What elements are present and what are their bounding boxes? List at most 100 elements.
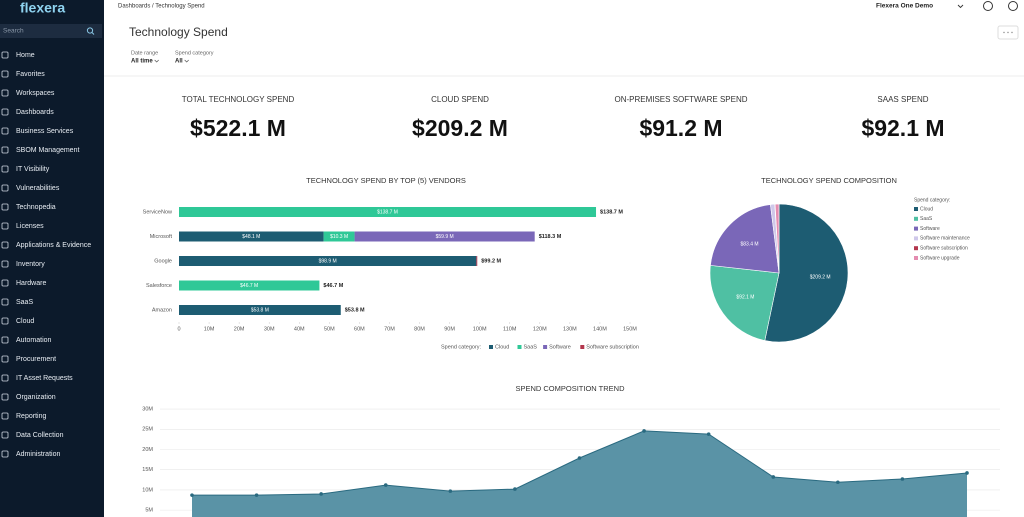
nav-icon [1,393,9,401]
nav-item[interactable]: Favorites [16,71,45,78]
kpi-value: $522.1 M [190,115,286,141]
legend-swatch [489,345,493,349]
category-label: Amazon [152,307,172,313]
x-tick-label: 50M [324,326,335,332]
legend-title: Spend category: [441,344,482,350]
y-tick-label: 30M [142,407,153,413]
dot [1011,31,1013,34]
filter-value[interactable]: All time [131,59,153,65]
nav-item[interactable]: Licenses [16,223,44,230]
nav-item[interactable]: Technopedia [16,204,56,211]
bar-segment [323,231,355,242]
logo[interactable]: flexera [20,0,65,16]
nav-icon [1,108,9,116]
nav-item[interactable]: Home [16,52,35,59]
x-tick-label: 0 [177,326,180,332]
nav-item[interactable]: Cloud [16,318,34,325]
x-tick-label: 60M [354,326,365,332]
legend-swatch [543,345,548,349]
value-label: $59.9 M [436,234,454,240]
legend-entry[interactable]: SaaS [920,216,933,222]
nav-icon [1,412,9,420]
x-tick-label: 120M [533,326,547,332]
value-label: $10.3 M [330,234,348,240]
legend-entry[interactable]: SaaS [524,344,538,350]
nav-icon [1,70,9,78]
legend-entry[interactable]: Cloud [495,344,509,350]
legend-entry[interactable]: Software upgrade [920,255,960,261]
point [577,456,582,460]
nav-item[interactable]: Procurement [16,356,56,363]
total-label: $99.2 M [481,258,501,264]
nav-item[interactable]: Hardware [16,280,46,287]
y-tick-label: 20M [142,447,153,453]
user-icon[interactable] [983,1,993,11]
search-icon[interactable] [86,27,94,34]
bar-segment [179,256,477,266]
nav-icon [1,127,9,135]
legend-swatch [914,246,918,251]
value-label: $46.7 M [240,283,258,289]
point [771,475,776,479]
nav-item[interactable]: Automation [16,337,52,344]
nav-item[interactable]: Dashboards [16,109,54,116]
value-label: $83.4 M [740,241,758,247]
value-label: $48.1 M [242,234,260,240]
nav-item[interactable]: IT Visibility [16,166,50,173]
breadcrumb[interactable]: Dashboards / Technology Spend [118,4,205,10]
nav-item[interactable]: SaaS [16,299,33,306]
pie-slice [774,203,780,274]
point [642,429,646,433]
help-icon[interactable] [1008,1,1018,11]
chart-title: SPEND COMPOSITION TREND [515,384,625,393]
nav-item[interactable]: Reporting [16,413,46,420]
legend-entry[interactable]: Software subscription [920,246,968,252]
legend-entry[interactable]: Software [920,226,940,232]
legend-entry[interactable]: Software [549,344,571,350]
kpi-label: ON-PREMISES SOFTWARE SPEND [614,95,747,104]
x-tick-label: 140M [593,326,607,332]
category-label: ServiceNow [143,209,172,215]
search-icon [91,32,95,35]
x-tick-label: 80M [414,326,425,332]
nav-item[interactable]: Administration [16,451,60,458]
filter-label: Spend category [175,50,214,56]
nav-item[interactable]: Inventory [16,261,45,268]
legend-swatch [914,256,918,260]
nav-icon [1,184,9,192]
filter-value[interactable]: All [175,59,183,65]
page-title: Technology Spend [129,25,228,39]
nav-item[interactable]: IT Asset Requests [16,375,73,382]
point [383,483,388,487]
legend-entry[interactable]: Software subscription [586,344,639,350]
nav-icon [1,89,9,97]
bar-segment [476,256,478,266]
legend-entry[interactable]: Software maintenance [920,236,970,242]
legend-entry[interactable]: Cloud [920,206,933,212]
nav-item[interactable]: Data Collection [16,432,64,439]
bar-segment [354,231,535,242]
chart-title: TECHNOLOGY SPEND COMPOSITION [761,176,897,185]
nav-icon [1,317,9,325]
nav-item[interactable]: SBOM Management [16,147,79,154]
area [192,430,967,517]
nav-icon [1,450,9,458]
nav-item[interactable]: Applications & Evidence [16,242,91,249]
nav-item[interactable]: Organization [16,394,56,401]
x-tick-label: 70M [384,326,395,332]
search-box[interactable] [0,24,102,38]
nav-item[interactable]: Business Services [16,128,74,135]
account-menu[interactable]: Flexera One Demo [876,3,933,10]
y-tick-label: 10M [142,487,153,493]
x-tick-label: 30M [264,326,275,332]
nav-item[interactable]: Vulnerabilities [16,185,60,192]
value-label: $209.2 M [810,275,831,281]
point [190,493,194,497]
legend-swatch [914,207,918,211]
point [448,489,453,493]
value-label: $138.7 M [377,209,398,215]
nav-item[interactable]: Workspaces [16,90,55,97]
chevron [957,4,964,9]
point [513,487,517,491]
